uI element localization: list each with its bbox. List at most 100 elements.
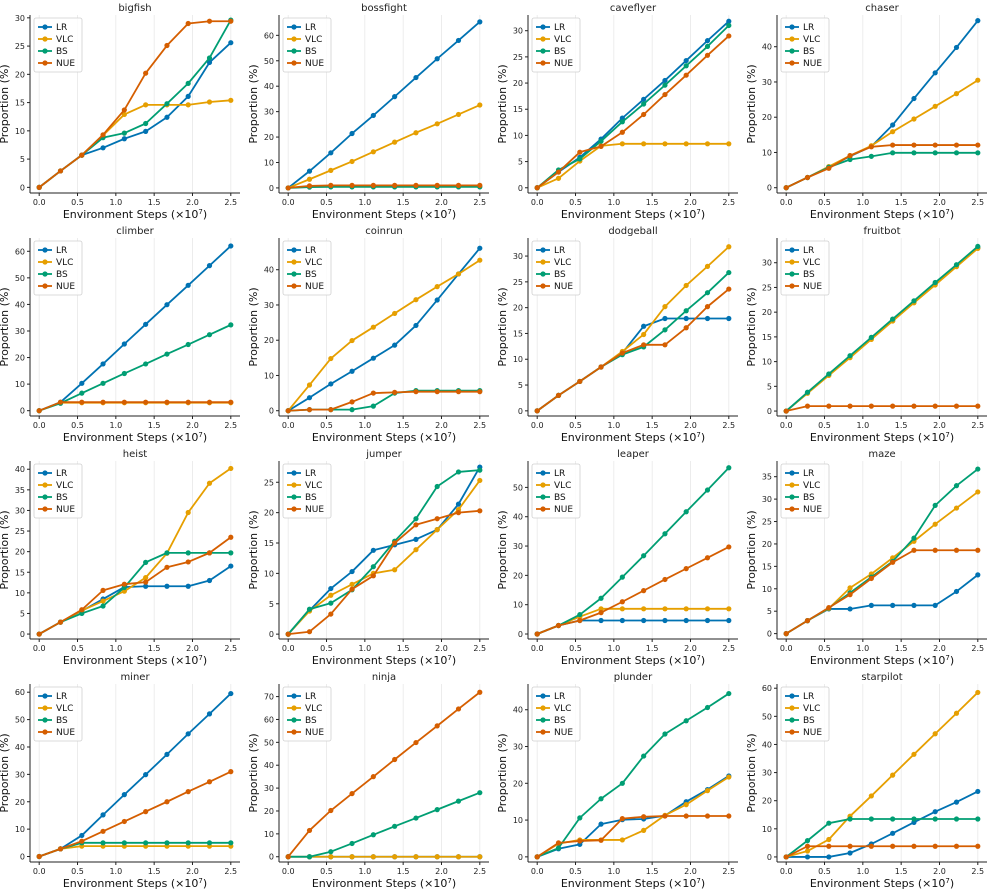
y-tick-label: 5 <box>518 381 523 390</box>
data-point <box>164 550 170 556</box>
x-tick-label: 1.5 <box>646 198 659 207</box>
legend-frame <box>282 17 332 73</box>
legend-item-NUE: NUE <box>785 282 822 292</box>
legend-label: VLC <box>554 258 571 268</box>
legend-frame <box>780 17 830 73</box>
data-point <box>185 509 191 516</box>
x-tick-label: 1.5 <box>646 644 659 653</box>
data-point <box>328 592 334 598</box>
y-tick-label: 0 <box>20 407 25 416</box>
data-point <box>726 690 732 697</box>
data-point <box>953 710 960 716</box>
legend: LR VLC BS NUE <box>780 686 830 742</box>
data-point <box>847 606 853 612</box>
data-point <box>121 399 127 405</box>
legend-item-LR: LR <box>38 246 67 256</box>
data-point <box>100 399 106 405</box>
data-point <box>953 262 960 268</box>
x-tick-label: 1.5 <box>895 867 908 876</box>
data-point <box>704 617 711 624</box>
data-point <box>143 128 149 135</box>
series-line <box>288 509 480 636</box>
y-tick-label: 20 <box>264 807 274 816</box>
data-point <box>911 116 917 122</box>
legend-marker <box>291 729 297 735</box>
legend-label: VLC <box>305 481 322 491</box>
y-tick-label: 40 <box>513 706 523 715</box>
subplot-caveflyer: 0.0 0.5 1.0 1.5 2.0 2.5 0 5 10 15 20 25 30 caveflyer E… <box>496 3 738 221</box>
x-tick-label: 2.0 <box>435 644 448 653</box>
data-point <box>413 182 419 188</box>
data-point <box>890 816 896 822</box>
data-point <box>206 840 213 846</box>
data-point <box>143 809 149 815</box>
data-point <box>555 840 562 846</box>
data-point <box>121 107 127 113</box>
data-point <box>100 812 106 818</box>
data-point <box>911 547 917 553</box>
y-tick-label: 0 <box>518 853 523 862</box>
x-tick-label: 1.5 <box>646 421 659 430</box>
data-point <box>121 341 127 347</box>
data-point <box>143 575 149 581</box>
legend-marker <box>789 470 795 476</box>
data-point <box>890 559 896 565</box>
x-tick-label: 0.5 <box>818 644 831 653</box>
legend-item-VLC: VLC <box>785 481 820 491</box>
data-point <box>704 813 711 819</box>
data-point <box>413 389 419 395</box>
data-point <box>79 399 85 405</box>
series-VLC <box>534 141 732 191</box>
y-tick-label: 25 <box>513 53 523 62</box>
series-line <box>785 691 979 858</box>
legend-label: LR <box>305 246 316 256</box>
x-tick-label: 2.5 <box>224 644 237 653</box>
data-point <box>206 59 213 66</box>
legend-marker <box>42 482 48 488</box>
legend-marker <box>789 60 795 66</box>
y-tick-label: 15 <box>513 105 523 114</box>
legend-item-VLC: VLC <box>785 35 820 45</box>
data-point <box>79 838 85 844</box>
y-tick-label: 20 <box>15 548 25 557</box>
data-point <box>306 606 313 612</box>
data-point <box>662 315 668 322</box>
data-point <box>683 57 689 64</box>
y-tick-label: 20 <box>15 354 25 363</box>
y-tick-label: 0 <box>269 407 274 416</box>
y-tick-label: 30 <box>513 27 523 36</box>
x-axis-label: Environment Steps (×107) <box>561 877 705 890</box>
data-point <box>370 854 376 860</box>
y-tick-label: 40 <box>762 43 772 52</box>
data-point <box>953 547 960 553</box>
data-point <box>121 136 127 142</box>
legend-marker <box>42 494 48 500</box>
legend-item-BS: BS <box>536 716 566 726</box>
series-line <box>288 791 481 858</box>
x-tick-label: 0.5 <box>569 198 582 207</box>
series-NUE <box>285 508 483 637</box>
y-tick-label: 10 <box>513 816 523 825</box>
data-point <box>953 403 960 409</box>
x-tick-label: 2.0 <box>435 198 448 207</box>
data-point <box>413 854 419 860</box>
legend-item-NUE: NUE <box>287 282 324 292</box>
data-point <box>164 799 170 805</box>
x-tick-label: 1.5 <box>148 198 161 207</box>
legend-label: LR <box>554 23 565 33</box>
legend-item-LR: LR <box>785 469 814 479</box>
data-point <box>100 587 106 593</box>
series-line <box>38 845 231 858</box>
series-line <box>785 144 978 189</box>
data-point <box>185 282 191 288</box>
legend-marker <box>291 693 297 699</box>
legend-marker <box>789 283 795 289</box>
data-point <box>975 243 981 250</box>
data-point <box>683 282 689 289</box>
legend-label: VLC <box>803 704 820 714</box>
subplot-title: jumper <box>365 449 402 460</box>
data-point <box>577 149 583 155</box>
series-BS <box>783 243 981 414</box>
data-point <box>911 95 917 102</box>
data-point <box>868 575 874 582</box>
